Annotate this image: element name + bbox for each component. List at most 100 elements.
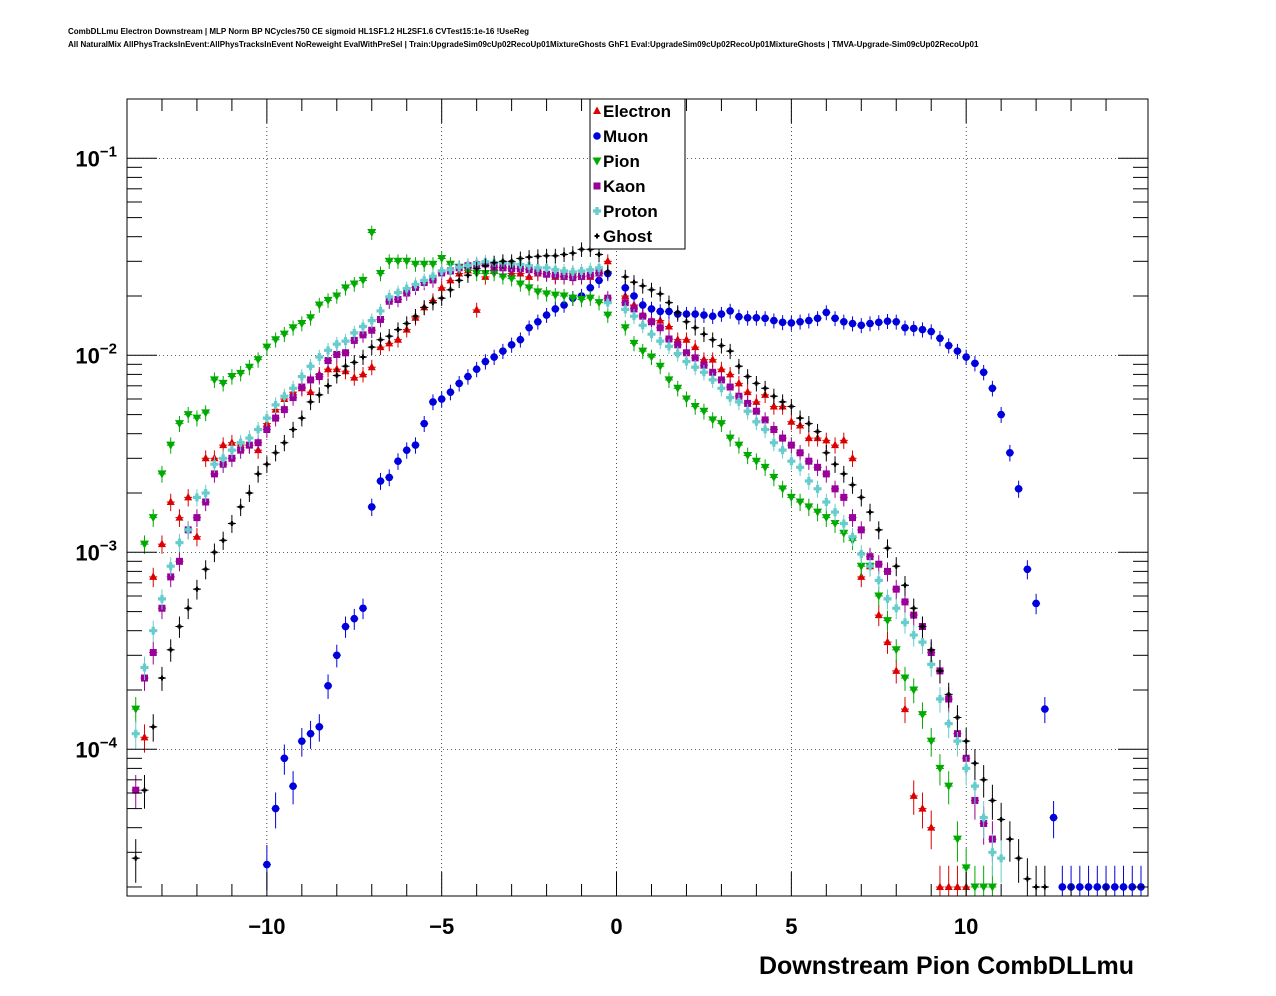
data-point bbox=[595, 263, 604, 272]
data-point bbox=[149, 626, 158, 635]
data-point bbox=[621, 305, 630, 314]
data-point bbox=[647, 330, 656, 339]
data-point bbox=[498, 273, 508, 282]
data-point bbox=[813, 314, 822, 323]
data-point bbox=[664, 342, 673, 351]
data-point bbox=[997, 410, 1005, 419]
data-point bbox=[630, 312, 639, 321]
data-point bbox=[804, 433, 813, 442]
data-point bbox=[393, 288, 402, 297]
data-point bbox=[183, 411, 193, 420]
y-tick-label: 10−1 bbox=[75, 143, 117, 171]
data-point bbox=[927, 823, 936, 831]
data-point bbox=[752, 417, 761, 426]
data-point bbox=[376, 270, 386, 279]
data-point bbox=[639, 312, 647, 320]
data-point bbox=[927, 660, 936, 669]
data-point bbox=[404, 321, 410, 327]
data-point bbox=[891, 646, 901, 655]
data-point bbox=[201, 409, 211, 418]
data-point bbox=[271, 400, 280, 409]
y-tick-label: 10−3 bbox=[75, 537, 117, 565]
data-point bbox=[603, 298, 612, 307]
data-point bbox=[157, 594, 166, 603]
data-point bbox=[482, 263, 488, 269]
data-point bbox=[280, 392, 289, 401]
data-point bbox=[674, 341, 682, 349]
data-point bbox=[918, 638, 927, 647]
x-tick-label: 5 bbox=[785, 914, 797, 939]
data-point bbox=[245, 434, 254, 443]
data-point bbox=[815, 429, 821, 435]
data-point bbox=[657, 291, 663, 297]
data-point bbox=[850, 482, 856, 488]
data-point bbox=[262, 414, 271, 423]
data-point bbox=[367, 229, 377, 238]
data-point bbox=[376, 477, 385, 485]
data-point bbox=[866, 319, 874, 328]
data-point bbox=[874, 318, 883, 327]
data-point bbox=[917, 711, 927, 720]
data-point bbox=[840, 493, 848, 501]
data-point bbox=[892, 604, 901, 613]
data-point bbox=[944, 341, 953, 350]
data-point bbox=[936, 334, 944, 343]
data-point bbox=[456, 277, 462, 283]
data-point bbox=[299, 415, 305, 421]
data-point bbox=[279, 330, 289, 339]
data-point bbox=[605, 269, 611, 275]
data-point bbox=[970, 782, 979, 791]
data-point bbox=[822, 308, 831, 317]
data-point bbox=[218, 379, 228, 388]
data-point bbox=[559, 292, 569, 301]
data-point bbox=[743, 387, 752, 396]
data-point bbox=[831, 485, 839, 493]
data-point bbox=[535, 253, 541, 259]
data-point bbox=[325, 383, 331, 389]
data-point bbox=[831, 508, 840, 517]
data-point bbox=[708, 416, 718, 425]
data-point bbox=[1084, 883, 1093, 891]
data-point bbox=[953, 882, 962, 890]
data-point bbox=[752, 397, 761, 405]
data-point bbox=[149, 572, 158, 580]
data-point bbox=[384, 257, 394, 266]
data-point bbox=[148, 514, 158, 523]
data-point bbox=[201, 453, 210, 462]
data-point bbox=[708, 355, 717, 363]
data-point bbox=[717, 384, 726, 393]
data-point bbox=[813, 484, 822, 493]
data-point bbox=[918, 804, 927, 812]
data-point bbox=[236, 438, 245, 447]
legend-box bbox=[589, 98, 686, 250]
data-point bbox=[902, 582, 908, 588]
data-point bbox=[839, 519, 848, 528]
data-point bbox=[778, 485, 788, 494]
data-point bbox=[699, 407, 709, 416]
data-point bbox=[332, 651, 341, 660]
data-point bbox=[638, 301, 647, 309]
data-point bbox=[848, 532, 857, 541]
data-point bbox=[909, 686, 919, 695]
data-point bbox=[796, 317, 804, 326]
y-tick-base: 10 bbox=[75, 343, 99, 368]
data-point bbox=[970, 883, 980, 892]
data-point bbox=[796, 463, 805, 472]
data-point bbox=[691, 310, 699, 318]
data-point bbox=[856, 562, 866, 571]
data-point bbox=[769, 401, 778, 410]
data-point bbox=[395, 327, 401, 333]
data-point bbox=[988, 848, 997, 857]
data-point bbox=[280, 754, 289, 763]
data-point bbox=[166, 562, 175, 571]
legend-entry: Kaon bbox=[593, 177, 646, 196]
data-point bbox=[900, 618, 909, 627]
series-kaon bbox=[131, 256, 997, 862]
data-point bbox=[341, 337, 350, 346]
data-point bbox=[699, 368, 708, 377]
data-point bbox=[918, 325, 927, 334]
series-electron bbox=[140, 254, 971, 896]
data-point bbox=[167, 573, 175, 581]
data-point bbox=[769, 438, 778, 447]
data-point bbox=[656, 324, 664, 332]
